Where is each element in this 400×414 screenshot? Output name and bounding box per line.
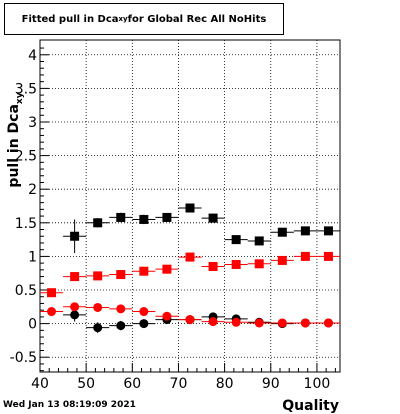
chart-title: Fitted pull in Dca xy for Global Rec All … [4, 3, 284, 35]
x-axis-label: Quality [282, 398, 339, 414]
data-point-square [116, 270, 126, 280]
data-point-square [70, 231, 80, 241]
x-tick-label: 60 [123, 376, 141, 392]
data-point-square [162, 212, 172, 222]
title-subscript: xy [118, 15, 128, 23]
data-point-circle [162, 311, 172, 321]
x-tick-label: 50 [77, 376, 95, 392]
data-point-square [254, 236, 264, 246]
y-tick-label: 1 [28, 249, 37, 265]
data-point-square [47, 288, 57, 298]
y-tick-label: 3.5 [15, 81, 37, 97]
data-point-square [139, 266, 149, 276]
data-point-square [300, 251, 310, 261]
data-point-square [93, 218, 103, 228]
data-point-square [139, 214, 149, 224]
data-point-circle [300, 318, 310, 328]
data-point-circle [254, 318, 264, 328]
x-tick-label: 40 [31, 376, 49, 392]
data-point-circle [116, 304, 126, 314]
data-point-square [185, 203, 195, 213]
y-axis-label: pull in Dcaxy [6, 92, 25, 187]
y-tick-label: 3 [28, 115, 37, 131]
x-tick-label: 70 [170, 376, 188, 392]
data-point-square [300, 226, 310, 236]
data-point-square [277, 227, 287, 237]
data-point-circle [231, 317, 241, 327]
y-tick-label: 4 [28, 48, 37, 64]
title-suffix: for Global Rec All NoHits [127, 13, 267, 25]
data-point-square [116, 212, 126, 222]
data-point-square [323, 226, 333, 236]
y-tick-label: 0 [28, 317, 37, 333]
data-point-circle [93, 323, 103, 333]
data-point-circle [323, 318, 333, 328]
data-point-square [70, 272, 80, 282]
y-tick-label: -0.5 [10, 350, 37, 366]
data-point-circle [139, 319, 149, 329]
axis-ticks [39, 47, 336, 372]
data-point-square [208, 213, 218, 223]
data-point-square [162, 264, 172, 274]
timestamp: Wed Jan 13 08:19:09 2021 [3, 400, 136, 410]
data-point-square [208, 261, 218, 271]
y-axis-label-main: pull in Dca [6, 104, 22, 187]
y-tick-label: 2.5 [15, 149, 37, 165]
data-point-square [323, 251, 333, 261]
data-point-square [231, 259, 241, 269]
x-tick-label: 90 [262, 376, 280, 392]
data-marks [40, 203, 340, 334]
data-point-circle [208, 317, 218, 327]
data-point-circle [47, 307, 57, 317]
data-point-square [277, 255, 287, 265]
data-point-circle [70, 302, 80, 312]
y-tick-label: 2 [28, 182, 37, 198]
data-point-circle [70, 310, 80, 320]
data-point-square [93, 271, 103, 281]
data-point-square [254, 259, 264, 269]
y-tick-label: 1.5 [15, 216, 37, 232]
data-point-square [231, 235, 241, 245]
data-point-circle [185, 315, 195, 325]
data-point-circle [116, 321, 126, 331]
data-point-circle [277, 318, 287, 328]
tick-labels: 40 50 60 70 80 90 100 -0.5 0 0.5 1 1.5 2 2.5 3 3.5 4 [10, 48, 331, 392]
title-prefix: Fitted pull in Dca [21, 13, 119, 25]
x-tick-label: 100 [304, 376, 331, 392]
y-axis-label-sub: xy [15, 92, 25, 104]
data-point-circle [93, 302, 103, 312]
data-point-circle [139, 307, 149, 317]
y-tick-label: 0.5 [15, 283, 37, 299]
data-point-square [185, 252, 195, 262]
x-tick-label: 80 [216, 376, 234, 392]
